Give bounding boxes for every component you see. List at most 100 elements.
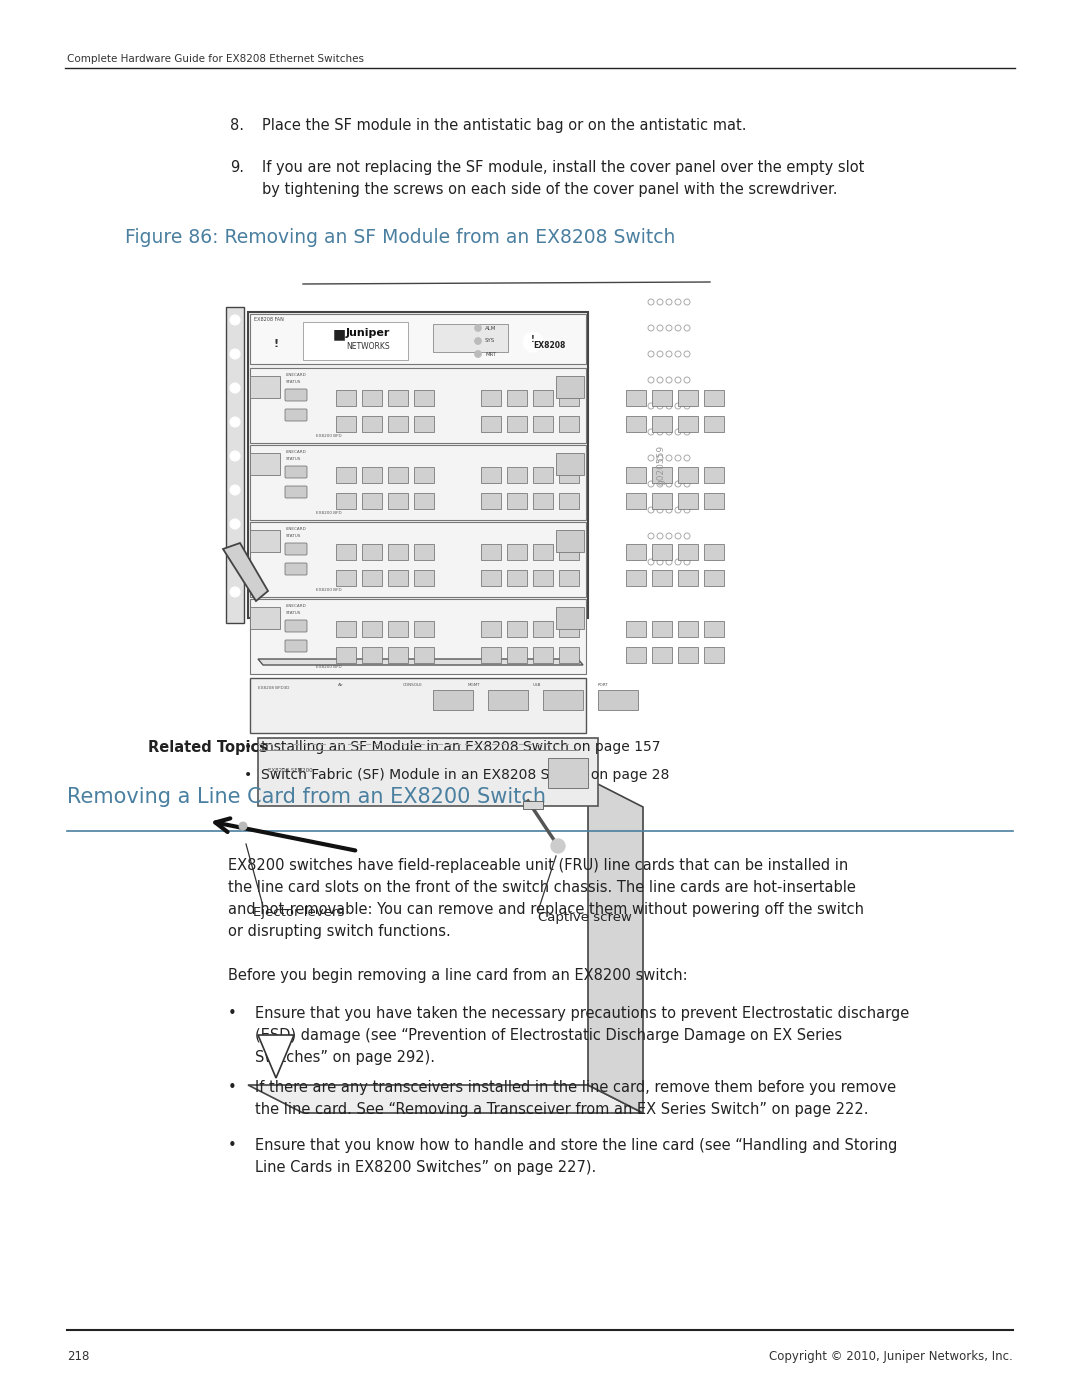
FancyBboxPatch shape [652,467,672,483]
Circle shape [230,520,240,529]
FancyBboxPatch shape [704,647,724,664]
Text: ALM: ALM [485,326,497,331]
FancyBboxPatch shape [388,570,408,585]
FancyBboxPatch shape [481,416,501,432]
Circle shape [474,338,482,345]
Text: EX8208 FAN: EX8208 FAN [254,317,284,321]
Text: STATUS: STATUS [286,380,301,384]
FancyBboxPatch shape [433,324,508,352]
FancyBboxPatch shape [543,690,583,710]
Text: STATUS: STATUS [286,534,301,538]
FancyBboxPatch shape [556,529,584,552]
Text: •  Installing an SF Module in an EX8208 Switch on page 157: • Installing an SF Module in an EX8208 S… [244,740,661,754]
FancyBboxPatch shape [534,493,553,509]
Text: If there are any transceivers installed in the line card, remove them before you: If there are any transceivers installed … [255,1080,896,1095]
FancyBboxPatch shape [507,647,527,664]
Text: Copyright © 2010, Juniper Networks, Inc.: Copyright © 2010, Juniper Networks, Inc. [769,1350,1013,1363]
FancyBboxPatch shape [652,647,672,664]
FancyBboxPatch shape [507,622,527,637]
Text: LINECARD: LINECARD [286,527,307,531]
FancyBboxPatch shape [336,390,356,407]
Text: LINECARD: LINECARD [286,604,307,608]
FancyBboxPatch shape [626,543,646,560]
Circle shape [230,485,240,495]
FancyBboxPatch shape [652,390,672,407]
FancyBboxPatch shape [559,390,579,407]
Text: EX8208 SFM200: EX8208 SFM200 [268,768,312,773]
Text: STATUS: STATUS [286,610,301,615]
Polygon shape [258,1035,294,1078]
FancyBboxPatch shape [285,543,307,555]
FancyBboxPatch shape [507,493,527,509]
Text: Line Cards in EX8200 Switches” on page 227).: Line Cards in EX8200 Switches” on page 2… [255,1160,596,1175]
Text: !: ! [273,339,279,349]
FancyBboxPatch shape [548,759,588,788]
FancyBboxPatch shape [652,543,672,560]
FancyBboxPatch shape [626,647,646,664]
FancyBboxPatch shape [414,467,434,483]
Text: 218: 218 [67,1350,90,1363]
FancyBboxPatch shape [556,376,584,398]
Text: Before you begin removing a line card from an EX8200 switch:: Before you begin removing a line card fr… [228,968,688,983]
FancyBboxPatch shape [285,563,307,576]
Text: or disrupting switch functions.: or disrupting switch functions. [228,923,450,939]
Text: •: • [228,1080,237,1095]
Polygon shape [588,780,643,1113]
FancyBboxPatch shape [388,493,408,509]
Text: EX8208 BFD3D: EX8208 BFD3D [258,686,289,690]
FancyBboxPatch shape [285,467,307,478]
FancyBboxPatch shape [559,543,579,560]
Text: Juniper: Juniper [346,328,390,338]
Circle shape [474,324,482,331]
FancyBboxPatch shape [249,314,586,365]
FancyBboxPatch shape [388,622,408,637]
Text: EX8200 BFD: EX8200 BFD [316,434,341,439]
Text: •  Switch Fabric (SF) Module in an EX8208 Switch on page 28: • Switch Fabric (SF) Module in an EX8208… [244,768,670,782]
FancyBboxPatch shape [534,467,553,483]
FancyBboxPatch shape [303,321,408,360]
Text: MRT: MRT [485,352,496,356]
Circle shape [230,451,240,461]
Text: Captive screw: Captive screw [538,911,632,923]
FancyBboxPatch shape [336,647,356,664]
FancyBboxPatch shape [678,570,698,585]
Circle shape [474,351,482,358]
FancyBboxPatch shape [336,622,356,637]
FancyBboxPatch shape [414,390,434,407]
FancyBboxPatch shape [678,416,698,432]
Text: EX8208: EX8208 [534,341,566,351]
Text: Complete Hardware Guide for EX8208 Ethernet Switches: Complete Hardware Guide for EX8208 Ether… [67,54,364,64]
FancyBboxPatch shape [626,390,646,407]
FancyBboxPatch shape [414,570,434,585]
FancyBboxPatch shape [249,599,586,673]
Text: PORT: PORT [598,683,609,687]
FancyBboxPatch shape [336,467,356,483]
FancyBboxPatch shape [362,622,382,637]
Text: (ESD) damage (see “Prevention of Electrostatic Discharge Damage on EX Series: (ESD) damage (see “Prevention of Electro… [255,1028,842,1044]
Circle shape [230,314,240,326]
Text: and hot-removable: You can remove and replace them without powering off the swit: and hot-removable: You can remove and re… [228,902,864,916]
FancyBboxPatch shape [481,570,501,585]
FancyBboxPatch shape [362,570,382,585]
FancyBboxPatch shape [249,453,280,475]
FancyBboxPatch shape [507,390,527,407]
FancyBboxPatch shape [388,647,408,664]
FancyBboxPatch shape [626,467,646,483]
FancyBboxPatch shape [678,622,698,637]
FancyBboxPatch shape [556,608,584,629]
Text: CONSOLE: CONSOLE [403,683,423,687]
Text: USB: USB [534,683,541,687]
FancyBboxPatch shape [598,690,638,710]
FancyBboxPatch shape [507,416,527,432]
FancyBboxPatch shape [285,640,307,652]
FancyBboxPatch shape [507,467,527,483]
Text: by tightening the screws on each side of the cover panel with the screwdriver.: by tightening the screws on each side of… [262,182,837,197]
FancyBboxPatch shape [534,570,553,585]
FancyBboxPatch shape [652,622,672,637]
FancyBboxPatch shape [488,690,528,710]
FancyBboxPatch shape [362,467,382,483]
Text: Related Topics: Related Topics [148,740,268,754]
Text: 9.: 9. [230,161,244,175]
FancyBboxPatch shape [336,416,356,432]
FancyBboxPatch shape [678,493,698,509]
